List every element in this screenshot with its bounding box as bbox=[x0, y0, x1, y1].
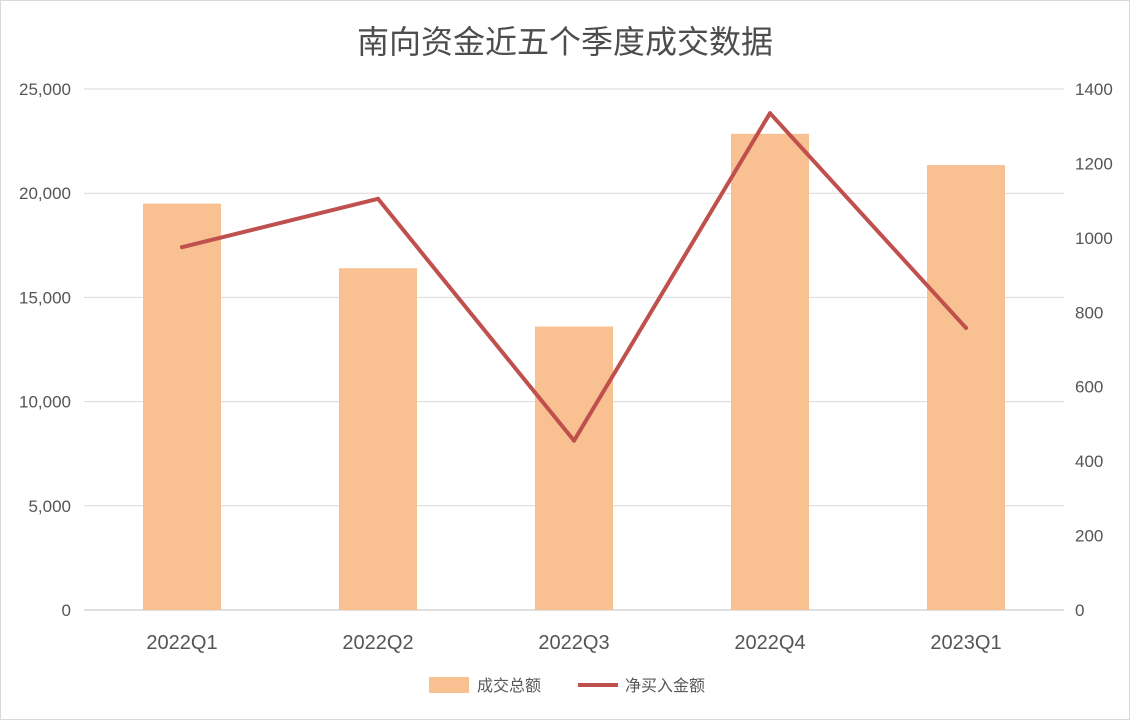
y-right-tick-label: 400 bbox=[1075, 452, 1103, 471]
y-right-tick-label: 1200 bbox=[1075, 154, 1113, 173]
line-point bbox=[572, 438, 576, 443]
legend-label-bar: 成交总额 bbox=[477, 676, 541, 695]
x-tick-label: 2022Q4 bbox=[734, 632, 805, 654]
line-point bbox=[964, 325, 968, 330]
y-right-tick-label: 600 bbox=[1075, 378, 1103, 397]
y-right-tick-label: 1400 bbox=[1075, 80, 1113, 99]
bar bbox=[143, 203, 221, 610]
x-tick-label: 2023Q1 bbox=[930, 632, 1001, 654]
bar bbox=[535, 326, 613, 610]
x-tick-label: 2022Q2 bbox=[342, 632, 413, 654]
legend-swatch-bar bbox=[429, 677, 469, 693]
y-left-tick-label: 5,000 bbox=[28, 497, 71, 516]
y-left-tick-label: 0 bbox=[62, 601, 71, 620]
y-right-tick-label: 800 bbox=[1075, 303, 1103, 322]
bar bbox=[731, 133, 809, 610]
y-left-tick-label: 10,000 bbox=[19, 393, 71, 412]
bar bbox=[339, 268, 417, 610]
y-left-tick-label: 20,000 bbox=[19, 184, 71, 203]
y-right-tick-label: 200 bbox=[1075, 527, 1103, 546]
bar bbox=[927, 165, 1005, 611]
line-point bbox=[376, 196, 380, 201]
line-point bbox=[768, 111, 772, 116]
y-right-tick-label: 1000 bbox=[1075, 229, 1113, 248]
y-right-tick-label: 0 bbox=[1075, 601, 1084, 620]
x-tick-label: 2022Q1 bbox=[146, 632, 217, 654]
chart-title: 南向资金近五个季度成交数据 bbox=[356, 23, 773, 61]
x-tick-label: 2022Q3 bbox=[538, 632, 609, 654]
legend-label-line: 净买入金额 bbox=[625, 676, 705, 695]
line-point bbox=[180, 245, 184, 250]
y-left-tick-label: 25,000 bbox=[19, 80, 71, 99]
y-left-tick-label: 15,000 bbox=[19, 288, 71, 307]
